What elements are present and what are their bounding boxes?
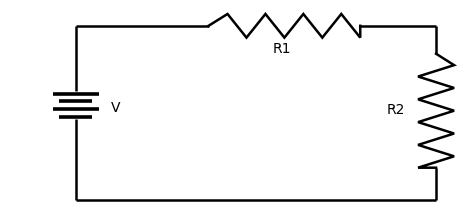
Text: V: V: [111, 100, 121, 115]
Text: R1: R1: [273, 42, 292, 57]
Text: R2: R2: [387, 103, 405, 117]
